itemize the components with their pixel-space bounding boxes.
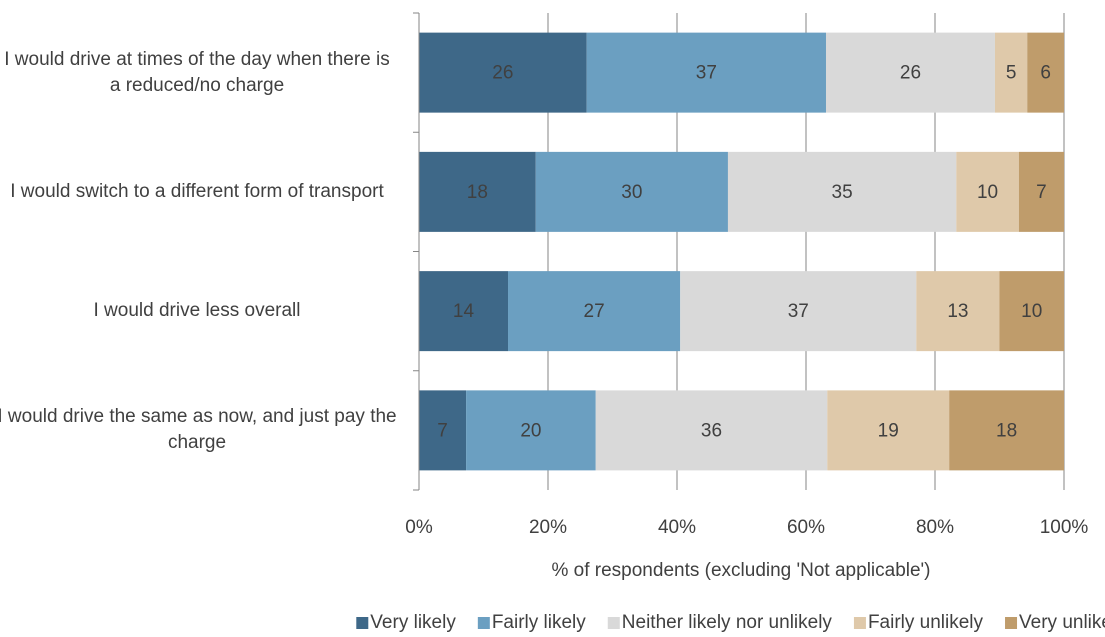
data-label: 30 — [621, 182, 642, 203]
bar-segment — [508, 271, 681, 352]
data-label: 27 — [584, 301, 605, 322]
legend-swatch — [477, 617, 490, 629]
x-tick-label: 100% — [1040, 517, 1089, 538]
x-tick-label: 80% — [916, 517, 954, 538]
legend-swatch — [1005, 617, 1018, 629]
bar-segment — [999, 271, 1064, 352]
bar-segment — [535, 151, 728, 232]
data-label: 37 — [696, 63, 717, 84]
data-label: 5 — [1006, 63, 1017, 84]
data-label: 14 — [453, 301, 475, 322]
legend-swatch — [356, 617, 369, 629]
data-label: 37 — [788, 301, 809, 322]
x-tick-label: 20% — [529, 517, 567, 538]
legend-label: Fairly likely — [492, 612, 586, 633]
bar-segment — [1018, 151, 1064, 232]
legend-label: Fairly unlikely — [868, 612, 984, 633]
category-label: I would drive the same as now, and just … — [0, 406, 397, 454]
data-label: 20 — [520, 420, 541, 441]
x-tick-label: 40% — [658, 517, 696, 538]
data-label: 36 — [701, 420, 722, 441]
legend-label: Very unlikely — [1019, 612, 1105, 633]
legend-swatch — [853, 617, 866, 629]
data-label: 35 — [832, 182, 853, 203]
bar-segment — [419, 151, 536, 232]
category-label: I would drive at times of the day when t… — [4, 48, 390, 96]
legend-swatch — [607, 617, 620, 629]
x-tick-label: 0% — [405, 517, 433, 538]
bar-segment — [1027, 32, 1064, 113]
data-label: 19 — [878, 420, 899, 441]
data-label: 13 — [947, 301, 968, 322]
data-label: 10 — [1021, 301, 1042, 322]
bar-segment — [727, 151, 957, 232]
bar-segment — [956, 151, 1019, 232]
data-label: 6 — [1040, 63, 1051, 84]
category-label: I would drive less overall — [93, 300, 301, 322]
legend-label: Neither likely nor unlikely — [622, 612, 833, 633]
data-label: 18 — [996, 420, 1017, 441]
bar-segment — [595, 390, 828, 471]
bar-segment — [419, 32, 587, 113]
bar-segment — [586, 32, 826, 113]
bar-segment — [466, 390, 596, 471]
data-label: 26 — [900, 63, 921, 84]
bar-segment — [827, 390, 950, 471]
bar-segment — [419, 271, 509, 352]
bar-segment — [419, 390, 467, 471]
data-label: 7 — [1036, 182, 1047, 203]
legend-label: Very likely — [370, 612, 456, 633]
data-label: 18 — [467, 182, 488, 203]
bar-segment — [994, 32, 1028, 113]
data-label: 10 — [977, 182, 998, 203]
data-label: 7 — [437, 420, 448, 441]
x-tick-label: 60% — [787, 517, 825, 538]
bar-segment — [825, 32, 995, 113]
category-label: I would switch to a different form of tr… — [10, 180, 384, 202]
bar-segment — [949, 390, 1064, 471]
data-label: 26 — [492, 63, 513, 84]
bar-segment — [680, 271, 917, 352]
bar-segment — [916, 271, 1000, 352]
x-axis-label: % of respondents (excluding 'Not applica… — [551, 560, 930, 581]
